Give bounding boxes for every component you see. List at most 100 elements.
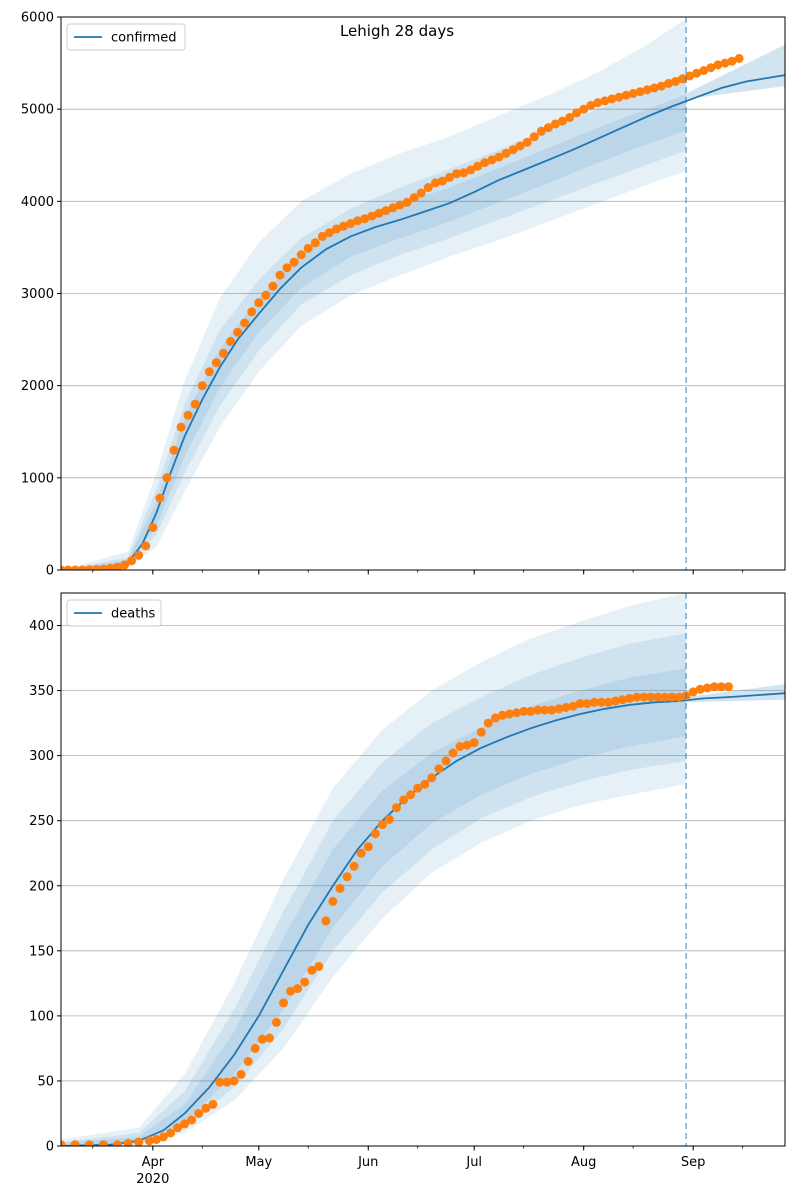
observed-point-deaths: [667, 692, 677, 702]
observed-point-confirmed: [282, 263, 292, 273]
observed-point-confirmed: [572, 108, 582, 118]
observed-point-confirmed: [219, 348, 228, 358]
y-tick-label-confirmed-1: 1000: [21, 471, 54, 486]
observed-point-deaths: [328, 896, 338, 906]
observed-point-confirmed: [480, 158, 490, 168]
observed-point-confirmed: [155, 493, 165, 503]
x-tick-label-4: Aug: [571, 1155, 596, 1170]
observed-point-confirmed: [734, 54, 744, 63]
observed-point-deaths: [611, 696, 620, 706]
observed-point-deaths: [724, 682, 733, 692]
x-tick-label-2: Jun: [357, 1155, 378, 1170]
observed-point-deaths: [166, 1128, 175, 1138]
observed-point-confirmed: [437, 176, 447, 186]
observed-point-deaths: [498, 710, 507, 720]
observed-point-confirmed: [303, 243, 313, 253]
y-tick-label-deaths-2: 100: [29, 1009, 54, 1024]
observed-point-confirmed: [416, 188, 426, 198]
observed-point-confirmed: [586, 101, 596, 110]
legend-deaths: deaths: [66, 599, 162, 627]
observed-point-deaths: [194, 1109, 204, 1118]
observed-point-confirmed: [409, 193, 419, 203]
observed-point-confirmed: [105, 563, 115, 570]
panel-deaths: 0 50 100 150 200 250 300 350 400 Apr May Jun Jul Aug S…: [29, 592, 786, 1187]
observed-point-confirmed: [430, 178, 440, 188]
observed-point-confirmed: [635, 87, 645, 97]
observed-point-confirmed: [63, 565, 73, 570]
observed-point-deaths: [144, 1136, 154, 1146]
observed-point-confirmed: [339, 221, 348, 231]
uncertainty-band-confirmed-2: [61, 94, 687, 570]
observed-point-deaths: [399, 795, 409, 805]
observed-point-confirmed: [565, 113, 575, 122]
observed-point-deaths: [674, 692, 684, 702]
observed-point-deaths: [134, 1137, 144, 1146]
observed-point-confirmed: [324, 228, 334, 238]
observed-point-deaths: [208, 1099, 218, 1109]
y-tick-label-confirmed-3: 3000: [21, 287, 54, 302]
observed-point-deaths: [243, 1056, 253, 1066]
plot-area-deaths: [61, 593, 785, 1146]
observed-point-deaths: [653, 692, 663, 702]
observed-point-deaths: [625, 693, 635, 703]
observed-point-deaths: [236, 1069, 246, 1079]
observed-point-confirmed: [353, 216, 363, 226]
observed-point-deaths: [420, 779, 430, 789]
observed-point-confirmed: [452, 169, 462, 179]
observed-point-confirmed: [296, 250, 306, 260]
observed-point-confirmed: [226, 336, 235, 346]
y-tick-label-deaths-1: 50: [37, 1074, 54, 1089]
observed-point-confirmed: [713, 60, 723, 70]
chart-title: Lehigh 28 days: [340, 22, 454, 40]
observed-point-confirmed: [204, 367, 214, 377]
observed-point-confirmed: [247, 307, 257, 317]
observed-point-confirmed: [600, 96, 610, 106]
observed-point-deaths: [568, 701, 578, 711]
observed-point-confirmed: [649, 83, 659, 93]
observed-point-deaths: [84, 1140, 94, 1146]
panel-confirmed: 0 1000 2000 3000 4000 5000 6000 confirmed: [21, 11, 786, 579]
observed-point-deaths: [342, 872, 352, 882]
observed-point-deaths: [582, 699, 592, 709]
observed-point-deaths: [61, 1140, 66, 1146]
observed-point-deaths: [286, 986, 296, 996]
observed-point-deaths: [300, 977, 310, 987]
observed-point-confirmed: [550, 119, 560, 129]
observed-point-confirmed: [459, 168, 469, 178]
observed-point-deaths: [695, 684, 705, 694]
observed-point-deaths: [632, 692, 642, 702]
observed-point-confirmed: [395, 200, 405, 210]
y-tick-label-confirmed-2: 2000: [21, 379, 54, 394]
observed-point-confirmed: [134, 550, 144, 560]
observed-point-confirmed: [211, 358, 221, 368]
legend-label-confirmed: confirmed: [111, 31, 177, 46]
observed-point-deaths: [434, 764, 444, 774]
observed-point-confirmed: [621, 90, 631, 100]
observed-point-confirmed: [402, 197, 412, 207]
observed-point-deaths: [688, 687, 698, 697]
observed-point-confirmed: [381, 206, 391, 216]
observed-point-confirmed: [656, 81, 666, 91]
observed-point-deaths: [519, 706, 529, 716]
observed-point-confirmed: [268, 281, 278, 291]
y-tick-label-confirmed-6: 6000: [21, 11, 54, 26]
observed-point-confirmed: [317, 231, 327, 241]
y-tick-label-deaths-0: 0: [46, 1140, 54, 1155]
x-tick-label-1: May: [245, 1155, 272, 1170]
observed-point-confirmed: [508, 145, 518, 155]
observed-point-confirmed: [310, 238, 320, 248]
uncertainty-band-deaths-2: [61, 668, 687, 1146]
observed-point-confirmed: [664, 78, 673, 88]
observed-point-confirmed: [388, 203, 398, 213]
observed-point-deaths: [469, 738, 479, 748]
observed-point-deaths: [307, 965, 317, 975]
observed-point-confirmed: [162, 473, 172, 483]
observed-point-confirmed: [699, 66, 709, 75]
observed-point-deaths: [716, 682, 726, 692]
observed-point-confirmed: [642, 85, 652, 95]
x-tick-label-5: Sep: [681, 1155, 706, 1170]
observed-point-confirmed: [374, 208, 384, 218]
observed-point-confirmed: [614, 92, 624, 102]
observed-point-deaths: [476, 727, 486, 737]
observed-point-deaths: [173, 1123, 182, 1133]
